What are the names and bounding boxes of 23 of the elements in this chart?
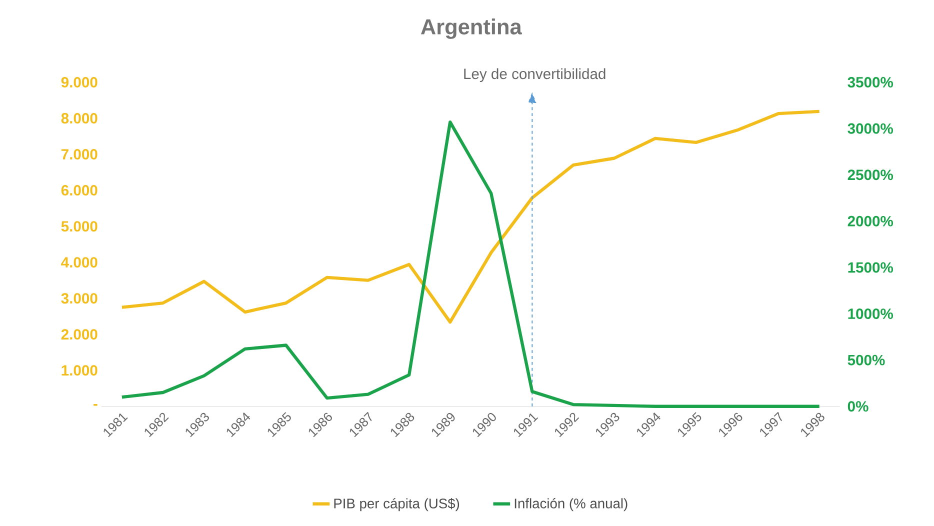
y2-tick-label: 0% (848, 400, 868, 412)
y-tick-label: 3.000 (61, 292, 98, 304)
y2-tick-label: 2000% (848, 216, 894, 226)
y-tick-label: 6.000 (61, 184, 98, 196)
ref-line-label: Ley de convertibilidad (464, 68, 606, 82)
legend-label: Inflación (% anual) (514, 498, 628, 511)
line-series (120, 110, 821, 324)
y-tick-label: 2.000 (61, 328, 98, 340)
y-tick-label: 7.000 (61, 148, 98, 160)
chart-title: Argentina (420, 18, 522, 39)
legend-label: PIB per cápita (US$) (334, 498, 460, 511)
y-tick-label: 4.000 (61, 256, 98, 268)
y2-tick-label: 1000% (848, 308, 894, 319)
y-tick-label: 1.000 (62, 364, 98, 376)
y-tick-label: - (94, 404, 98, 406)
y-tick-label: 5.000 (61, 220, 98, 232)
y2-tick-label: 1500% (848, 262, 894, 273)
y2-tick-label: 2500% (848, 169, 894, 180)
y2-tick-label: 3000% (848, 123, 894, 134)
y-tick-label: 9.000 (61, 76, 98, 88)
y2-tick-label: 500% (848, 354, 885, 366)
y2-tick-label: 3500% (848, 76, 894, 88)
y-tick-label: 8.000 (61, 112, 98, 124)
